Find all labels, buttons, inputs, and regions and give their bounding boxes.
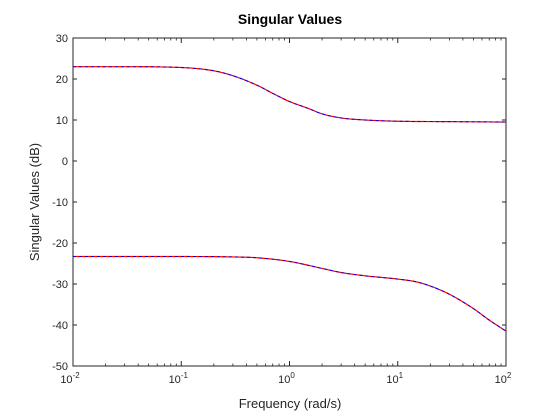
x-axis-label: Frequency (rad/s) bbox=[239, 396, 342, 411]
data-point bbox=[256, 257, 257, 258]
y-tick-label: 10 bbox=[56, 115, 68, 127]
data-point bbox=[489, 319, 490, 320]
y-tick-label: -40 bbox=[52, 320, 68, 332]
data-point bbox=[289, 261, 290, 262]
singular-value-curve-overlay-1 bbox=[73, 66, 507, 123]
chart-title: Singular Values bbox=[238, 11, 342, 27]
y-axis-label: Singular Values (dB) bbox=[27, 143, 42, 261]
curves-layer bbox=[73, 66, 507, 332]
data-point bbox=[449, 121, 450, 122]
data-point bbox=[289, 101, 290, 102]
y-tick-label: -30 bbox=[52, 279, 68, 291]
data-point bbox=[397, 278, 398, 279]
data-point bbox=[430, 285, 431, 286]
data-point bbox=[321, 268, 322, 269]
y-tick-label: 0 bbox=[62, 156, 68, 168]
data-point bbox=[181, 67, 182, 68]
x-tick-label: 100 bbox=[278, 371, 295, 386]
data-point bbox=[308, 108, 309, 109]
data-point bbox=[341, 272, 342, 273]
x-tick-label: 101 bbox=[386, 371, 403, 386]
data-point bbox=[365, 275, 366, 276]
data-point bbox=[341, 117, 342, 118]
data-point bbox=[473, 308, 474, 309]
x-tick-label: 102 bbox=[495, 371, 512, 386]
data-point bbox=[321, 113, 322, 114]
data-point bbox=[272, 93, 273, 94]
singular-value-curve-2 bbox=[73, 255, 507, 332]
data-point bbox=[213, 70, 214, 71]
data-point bbox=[449, 294, 450, 295]
data-point bbox=[232, 75, 233, 76]
y-tick-label: -10 bbox=[52, 197, 68, 209]
data-point bbox=[181, 256, 182, 257]
data-point bbox=[416, 281, 417, 282]
plot-area bbox=[73, 38, 506, 366]
data-point bbox=[365, 119, 366, 120]
y-tick-label: 20 bbox=[56, 74, 68, 86]
y-tick-label: 30 bbox=[56, 33, 68, 45]
axes-box bbox=[72, 37, 507, 367]
data-point bbox=[397, 121, 398, 122]
y-tick-label: -50 bbox=[52, 361, 68, 373]
data-point bbox=[256, 85, 257, 86]
x-tick-label: 10-1 bbox=[169, 371, 189, 386]
data-point bbox=[232, 256, 233, 257]
data-point bbox=[124, 66, 125, 67]
y-tick-label: -20 bbox=[52, 238, 68, 250]
x-tick-label: 10-2 bbox=[60, 371, 80, 386]
